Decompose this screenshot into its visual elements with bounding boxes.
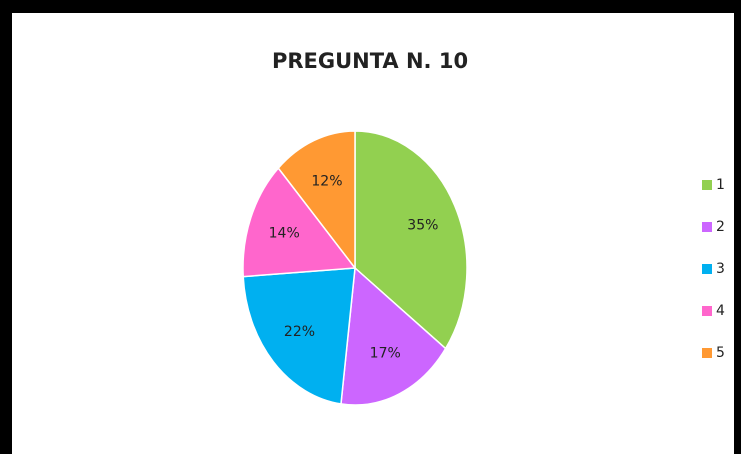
pie-slice xyxy=(242,166,357,278)
legend-label: 3 xyxy=(716,261,725,277)
legend-swatch xyxy=(702,180,712,190)
legend-label: 4 xyxy=(716,303,725,319)
data-label: 17% xyxy=(370,345,401,361)
data-label: 14% xyxy=(269,226,300,242)
chart-title: PREGUNTA N. 10 xyxy=(272,49,468,73)
legend-swatch xyxy=(702,222,712,232)
data-label: 22% xyxy=(284,324,315,340)
pie-slice xyxy=(340,266,447,406)
data-label: 12% xyxy=(311,173,342,189)
pie-slice xyxy=(277,130,356,271)
legend-swatch xyxy=(702,264,712,274)
pie-slice xyxy=(354,130,468,350)
legend-label: 5 xyxy=(716,345,725,361)
legend-swatch xyxy=(702,306,712,316)
pie-slice xyxy=(242,267,356,405)
legend-label: 1 xyxy=(716,177,725,193)
data-label: 35% xyxy=(407,218,438,234)
legend-label: 2 xyxy=(716,219,725,235)
legend-swatch xyxy=(702,348,712,358)
